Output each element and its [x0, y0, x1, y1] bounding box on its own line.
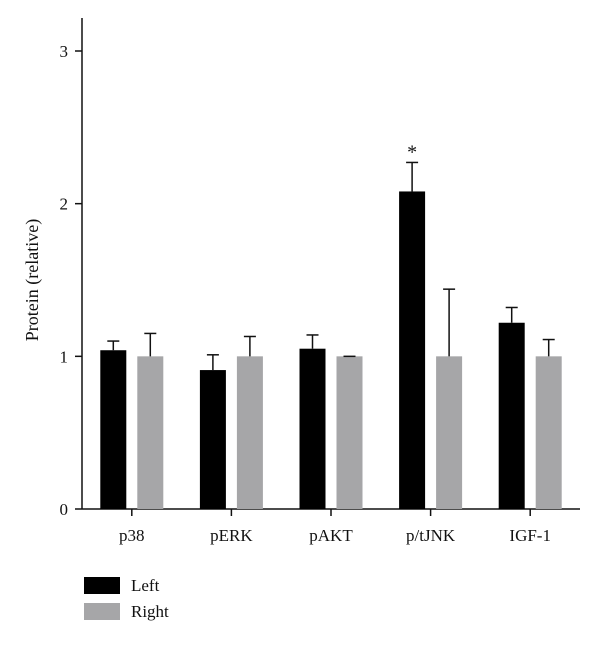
bar-left-p-tjnk — [399, 191, 426, 509]
legend-swatch-right — [84, 603, 120, 620]
legend-label-left: Left — [131, 576, 160, 595]
bar-right-pakt — [336, 356, 363, 509]
bar-right-igf-1 — [535, 356, 562, 509]
bar-left-pakt — [299, 348, 326, 509]
axes — [75, 18, 580, 516]
y-tick-label: 3 — [60, 42, 69, 61]
x-tick-label: pAKT — [309, 526, 353, 545]
legend: Left Right — [84, 576, 169, 621]
bar-right-p-tjnk — [436, 356, 463, 509]
legend-swatch-left — [84, 577, 120, 594]
y-tick-label: 2 — [60, 195, 69, 214]
bar-left-igf-1 — [498, 322, 525, 509]
y-axis-title: Protein (relative) — [22, 219, 43, 341]
x-tick-label: IGF-1 — [509, 526, 551, 545]
significance-marker: * — [407, 141, 417, 163]
y-tick-label: 0 — [60, 500, 69, 519]
x-tick-label: p/tJNK — [406, 526, 456, 545]
labels: 0 1 2 3 p38 pERK pAKT p/tJNK IGF-1 * — [60, 42, 551, 545]
x-tick-label: p38 — [119, 526, 145, 545]
x-tick-label: pERK — [210, 526, 253, 545]
bars — [100, 161, 562, 509]
y-tick-label: 1 — [60, 347, 69, 366]
legend-label-right: Right — [131, 602, 169, 621]
bar-left-perk — [199, 370, 226, 509]
bar-right-p38 — [137, 356, 164, 509]
bar-left-p38 — [100, 350, 127, 509]
bar-right-perk — [236, 356, 263, 509]
